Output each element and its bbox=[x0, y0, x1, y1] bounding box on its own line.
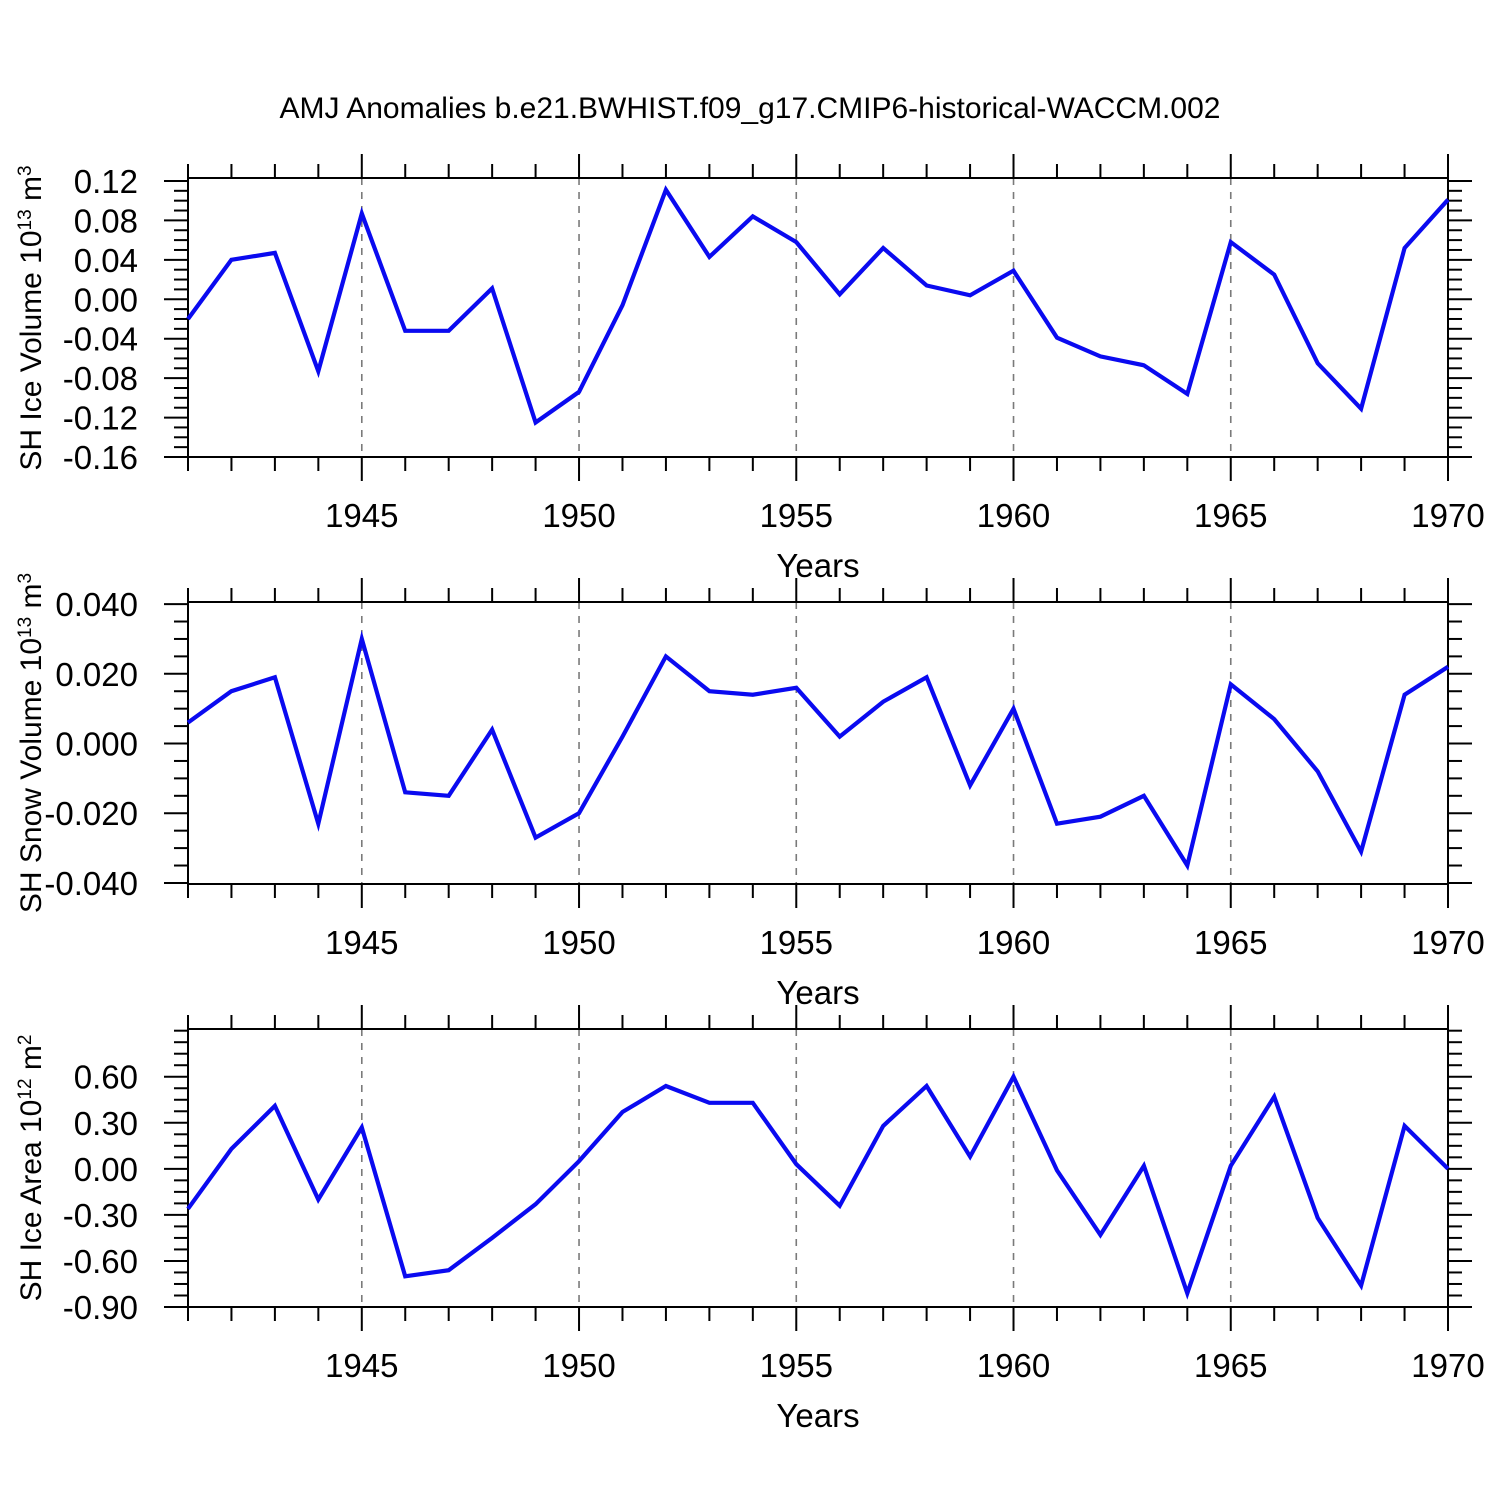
y-tick-label: -0.90 bbox=[63, 1289, 138, 1326]
y-axis-title-segment: 2 bbox=[15, 1034, 36, 1046]
y-axis-title-segment: SH Ice Volume 10 bbox=[15, 229, 48, 471]
x-tick-label: 1965 bbox=[1194, 1347, 1267, 1384]
y-tick-label: -0.04 bbox=[63, 321, 138, 358]
y-tick-label: 0.00 bbox=[74, 1151, 138, 1188]
y-axis-title-segment: m bbox=[15, 175, 48, 209]
data-line-sh-ice-area bbox=[186, 1072, 1450, 1300]
y-axis-title-segment: m bbox=[15, 583, 48, 617]
x-axis-title: Years bbox=[776, 1397, 859, 1434]
x-tick-label: 1955 bbox=[760, 1347, 833, 1384]
y-tick-label: -0.12 bbox=[63, 400, 138, 437]
y-tick-label: 0.30 bbox=[74, 1105, 138, 1142]
x-tick-label: 1955 bbox=[760, 924, 833, 961]
x-tick-label: 1950 bbox=[542, 497, 615, 534]
x-tick-label: 1970 bbox=[1411, 924, 1484, 961]
x-tick-label: 1960 bbox=[977, 497, 1050, 534]
y-tick-label: -0.16 bbox=[63, 439, 138, 476]
x-tick-label: 1970 bbox=[1411, 497, 1484, 534]
x-tick-label: 1950 bbox=[542, 1347, 615, 1384]
x-tick-label: 1945 bbox=[325, 1347, 398, 1384]
y-tick-label: 0.000 bbox=[55, 726, 138, 763]
panel-sh-snow-volume: 1945 1950 1955 1960 1965 1970 -0.040 -0.020 0.00… bbox=[44, 578, 1485, 1011]
y-axis-title-segment: 3 bbox=[15, 572, 36, 584]
y-tick-label: -0.30 bbox=[63, 1197, 138, 1234]
x-tick-label: 1965 bbox=[1194, 497, 1267, 534]
x-tick-label: 1945 bbox=[325, 497, 398, 534]
y-tick-label: 0.08 bbox=[74, 202, 138, 239]
x-tick-label: 1960 bbox=[977, 924, 1050, 961]
y-tick-label: 0.00 bbox=[74, 281, 138, 318]
x-tick-label: 1965 bbox=[1194, 924, 1267, 961]
x-tick-label: 1945 bbox=[325, 924, 398, 961]
y-axis-title-segment: m bbox=[15, 1045, 48, 1079]
x-tick-label: 1950 bbox=[542, 924, 615, 961]
plot-box bbox=[187, 1028, 1449, 1308]
y-axis-title-segment: 13 bbox=[15, 616, 36, 638]
y-axis-title-segment: 12 bbox=[15, 1078, 36, 1100]
data-line-sh-ice-volume bbox=[186, 185, 1450, 426]
y-axis-title-segment: SH Ice Area 10 bbox=[15, 1099, 48, 1302]
y-axis-title-sh-ice-area: SH Ice Area 1012 m2 bbox=[12, 888, 52, 1448]
y-axis-title-segment: SH Snow Volume 10 bbox=[15, 637, 48, 914]
figure-title: AMJ Anomalies b.e21.BWHIST.f09_g17.CMIP6… bbox=[279, 92, 1221, 125]
y-tick-label: -0.08 bbox=[63, 360, 138, 397]
y-tick-label: 0.040 bbox=[55, 586, 138, 623]
x-tick-label: 1970 bbox=[1411, 1347, 1484, 1384]
plot-box bbox=[187, 601, 1449, 885]
y-tick-label: 0.020 bbox=[55, 656, 138, 693]
data-line-sh-snow-volume bbox=[186, 630, 1450, 871]
y-tick-label: -0.60 bbox=[63, 1243, 138, 1280]
y-axis-title-segment: 3 bbox=[15, 164, 36, 176]
x-tick-label: 1960 bbox=[977, 1347, 1050, 1384]
plot-box bbox=[187, 177, 1449, 458]
y-tick-label: -0.040 bbox=[44, 865, 138, 902]
y-axis-title-segment: 13 bbox=[15, 208, 36, 230]
panel-sh-ice-area: 1945 1950 1955 1960 1965 1970 -0.90 -0.60 -0.30 0… bbox=[63, 1005, 1485, 1434]
x-axis-title: Years bbox=[776, 547, 859, 584]
y-tick-label: 0.04 bbox=[74, 242, 138, 279]
y-tick-label: 0.12 bbox=[74, 163, 138, 200]
x-tick-label: 1955 bbox=[760, 497, 833, 534]
panel-sh-ice-volume: 1945 1950 1955 1960 1965 1970 -0.16-0.12-0.08-… bbox=[63, 154, 1485, 584]
y-tick-label: 0.60 bbox=[74, 1059, 138, 1096]
x-axis-title: Years bbox=[776, 974, 859, 1011]
y-tick-label: -0.020 bbox=[44, 795, 138, 832]
